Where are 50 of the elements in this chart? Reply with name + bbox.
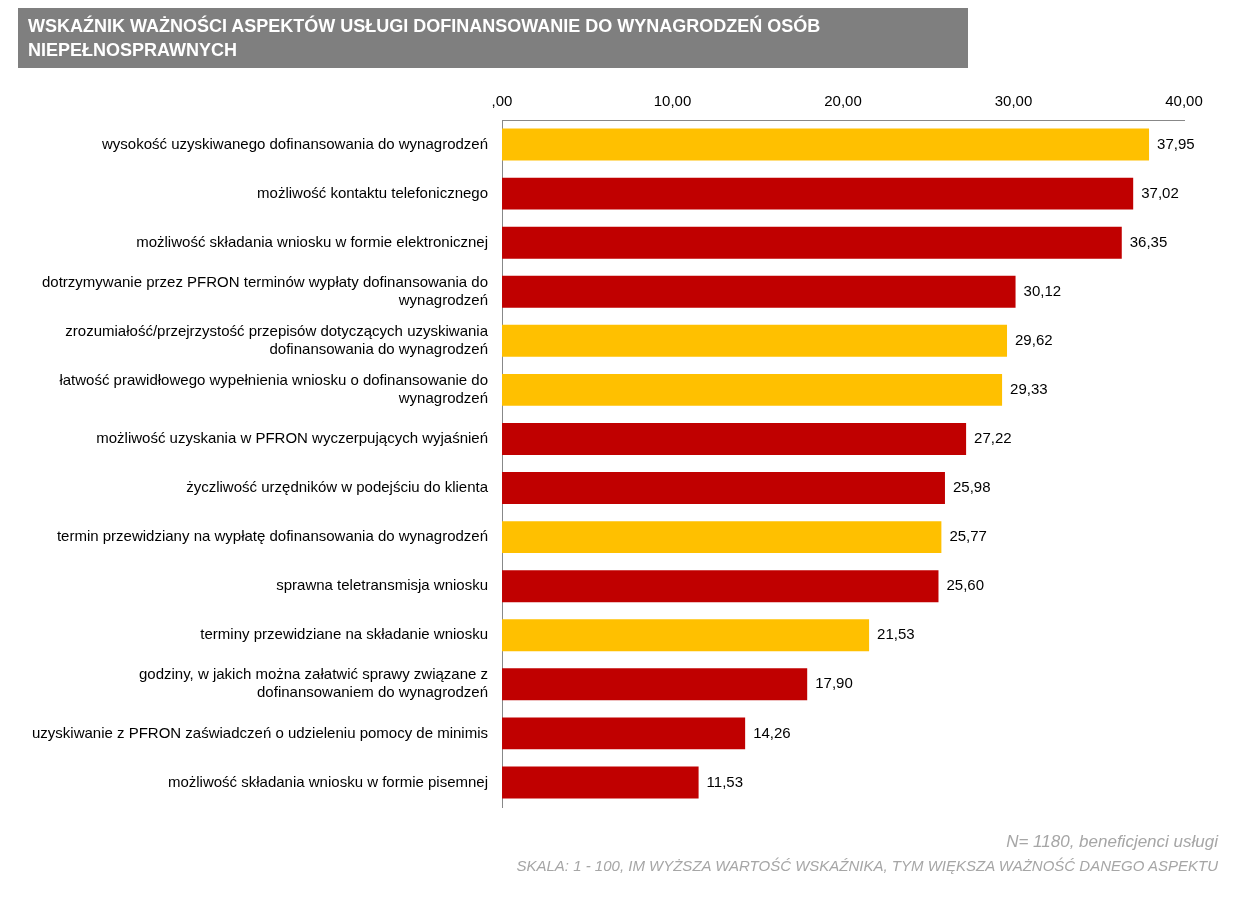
data-label: 29,33	[1010, 380, 1048, 398]
x-tick-label: 10,00	[653, 92, 692, 110]
bar	[502, 275, 1016, 308]
bar	[502, 226, 1122, 259]
x-tick-label: 40,00	[1165, 92, 1203, 110]
y-tick-label: możliwość składania wniosku w formie pisemnej	[167, 772, 489, 790]
data-label: 17,90	[815, 674, 853, 692]
bar	[502, 717, 746, 750]
bar	[502, 766, 699, 799]
data-label: 27,22	[974, 429, 1012, 447]
data-label: 36,35	[1129, 232, 1168, 250]
y-tick-label: wysokość uzyskiwanego dofinansowania do wynagrodzeń	[100, 134, 489, 152]
bar	[502, 668, 808, 701]
y-tick-label: godziny, w jakich można załatwić sprawy związane z dofinansowaniem do wynagrodzeń	[138, 665, 489, 701]
x-tick-label: 30,00	[994, 92, 1033, 110]
data-label: 25,60	[946, 576, 985, 594]
y-tick-label: zrozumiałość/przejrzystość przepisów dotyczących uzyskiwania dofinansowania do wynagrodzeń	[65, 321, 489, 357]
data-label: 30,12	[1023, 281, 1062, 299]
bar	[502, 177, 1134, 210]
data-label: 25,77	[949, 527, 987, 545]
data-label: 11,53	[706, 772, 744, 790]
y-tick-label: sprawna teletransmisja wniosku	[276, 576, 489, 594]
data-label: 29,62	[1015, 330, 1053, 348]
y-tick-label: terminy przewidziane na składanie wniosku	[200, 625, 489, 643]
data-label: 21,53	[877, 625, 915, 643]
bar	[502, 128, 1150, 161]
bar	[502, 423, 967, 455]
text: SKALA: 1 - 100, IM WYŻSZA WARTOŚĆ WSKAŹNIKA, TYM WIĘKSZA WAŻNOŚĆ DANEGO ASPEKTU	[515, 856, 1218, 876]
bar	[502, 324, 1008, 357]
y-tick-label: możliwość uzyskania w PFRON wyczerpujących wyjaśnień	[96, 429, 489, 447]
y-tick-label: uzyskiwanie z PFRON zaświadczeń o udzieleniu pomocy de minimis	[32, 723, 489, 741]
data-label: 37,95	[1157, 134, 1195, 152]
y-tick-label: dotrzymywanie przez PFRON terminów wypłaty dofinansowania do wynagrodzeń	[42, 272, 489, 308]
data-label: 25,98	[952, 478, 991, 496]
text: N= 1180, beneficjenci usługi	[1005, 831, 1218, 853]
y-tick-label: możliwość kontaktu telefonicznego	[257, 183, 489, 201]
x-tick-label: 20,00	[824, 92, 862, 110]
bar	[502, 619, 870, 652]
bar	[502, 521, 942, 554]
y-tick-label: łatwość prawidłowego wypełnienia wniosku o dofinansowanie do wynagrodzeń	[59, 371, 489, 407]
bar	[502, 373, 1003, 406]
bar	[502, 472, 945, 504]
chart-title: WSKAŹNIK WAŻNOŚCI ASPEKTÓW USŁUGI DOFINANSOWANIE DO WYNAGRODZEŃ OSÓB NIEPEŁNOSPRAWNYCH	[18, 8, 968, 68]
y-tick-label: życzliwość urzędników w podejściu do klienta	[186, 478, 489, 496]
y-tick-label: termin przewidziany na wypłatę dofinansowania do wynagrodzeń	[56, 527, 489, 545]
y-tick-label: możliwość składania wniosku w formie elektronicznej	[136, 232, 489, 250]
bar	[502, 570, 939, 603]
data-label: 37,02	[1141, 183, 1179, 201]
data-label: 14,26	[753, 723, 791, 741]
x-tick-label: ,00	[491, 92, 513, 110]
